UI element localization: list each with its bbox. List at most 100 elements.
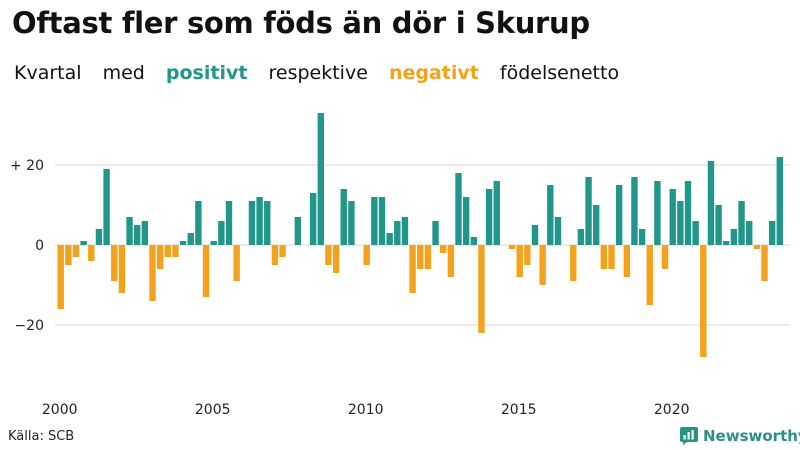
bar-positive: [723, 241, 730, 245]
subtitle-word: födelsenetto: [499, 62, 620, 84]
bar-positive: [95, 229, 103, 245]
bar-positive: [386, 233, 393, 245]
bar-positive: [134, 225, 141, 245]
brand-name: Newsworthy: [703, 427, 800, 445]
bar-positive: [294, 217, 302, 245]
newsworthy-logo-icon: [680, 427, 698, 445]
bar-positive: [455, 173, 462, 245]
bar-positive: [317, 113, 324, 245]
bar-positive: [470, 237, 477, 245]
bar-positive: [462, 197, 470, 245]
bar-positive: [547, 185, 554, 245]
bar-negative: [271, 245, 279, 265]
bar-positive: [493, 181, 500, 245]
bar-negative: [440, 245, 447, 253]
bar-positive: [654, 181, 661, 245]
bar-positive: [615, 185, 623, 245]
bar-positive: [669, 189, 676, 245]
bar-negative: [539, 245, 546, 285]
bar-negative: [202, 245, 210, 297]
bar-positive: [432, 221, 439, 245]
bar-positive: [210, 241, 217, 245]
bar-positive: [776, 157, 783, 245]
bar-negative: [332, 245, 340, 273]
bar-negative: [623, 245, 630, 277]
bar-negative: [608, 245, 615, 269]
bar-negative: [417, 245, 424, 269]
bar-positive: [378, 197, 386, 245]
bar-negative: [111, 245, 118, 281]
bar-negative: [149, 245, 156, 301]
bar-negative: [478, 245, 485, 333]
subtitle-word: Kvartal: [14, 62, 82, 84]
chart-bars: [57, 113, 783, 357]
x-tick-label: 2015: [501, 402, 537, 418]
bar-negative: [88, 245, 95, 261]
bar-positive: [684, 181, 692, 245]
bar-negative: [118, 245, 126, 293]
x-tick-label: 2005: [195, 402, 231, 418]
y-tick-label: 0: [35, 238, 44, 254]
bar-positive: [179, 241, 187, 245]
y-tick-label: −20: [14, 318, 44, 334]
bar-positive: [531, 225, 539, 245]
bar-negative: [424, 245, 432, 269]
source-note: Källa: SCB: [8, 429, 75, 444]
bar-positive: [141, 221, 149, 245]
bar-negative: [65, 245, 72, 265]
newsworthy-logo[interactable]: Newsworthy: [680, 427, 800, 445]
bar-negative: [570, 245, 577, 281]
bar-positive: [256, 197, 263, 245]
bar-positive: [248, 201, 256, 245]
x-tick-label: 2000: [42, 402, 78, 418]
bar-positive: [738, 201, 745, 245]
bar-positive: [585, 177, 592, 245]
bar-positive: [593, 205, 600, 245]
subtitle-word: respektive: [268, 62, 368, 84]
bar-negative: [57, 245, 64, 309]
bar-positive: [348, 201, 355, 245]
chart-title: Oftast fler som föds än dör i Skurup: [12, 6, 590, 40]
bar-negative: [508, 245, 516, 249]
bar-positive: [126, 217, 133, 245]
x-axis-labels: 2000 2005 2010 2015 2020: [42, 402, 690, 418]
bar-negative: [363, 245, 370, 265]
bar-negative: [600, 245, 608, 269]
subtitle-negative-keyword: negativt: [388, 62, 479, 84]
bar-positive: [746, 221, 753, 245]
bar-positive: [187, 233, 194, 245]
bar-negative: [524, 245, 531, 265]
y-axis-labels: + 20 0 −20: [10, 158, 44, 334]
bar-negative: [72, 245, 80, 257]
bar-positive: [485, 189, 493, 245]
bar-positive: [554, 217, 562, 245]
bar-positive: [264, 201, 271, 245]
bar-negative: [325, 245, 332, 265]
bar-negative: [516, 245, 523, 277]
bar-positive: [195, 201, 202, 245]
chart-subtitle: Kvartal med positivt respektive negativt…: [14, 62, 634, 84]
bar-positive: [309, 193, 317, 245]
bar-negative: [172, 245, 179, 257]
bar-positive: [768, 221, 776, 245]
bar-negative: [279, 245, 286, 257]
bar-negative: [156, 245, 164, 269]
bar-negative: [700, 245, 707, 357]
bar-positive: [401, 217, 409, 245]
bar-negative: [409, 245, 416, 293]
bar-positive: [394, 221, 401, 245]
bar-positive: [371, 197, 378, 245]
y-tick-label: + 20: [10, 158, 44, 174]
bar-positive: [631, 177, 638, 245]
bar-negative: [761, 245, 768, 281]
bar-negative: [447, 245, 455, 277]
x-tick-label: 2010: [348, 402, 384, 418]
subtitle-positive-keyword: positivt: [165, 62, 248, 84]
bar-positive: [677, 201, 684, 245]
x-tick-label: 2020: [654, 402, 690, 418]
bar-positive: [730, 229, 738, 245]
bar-negative: [233, 245, 240, 281]
bar-positive: [577, 229, 585, 245]
bar-positive: [103, 169, 110, 245]
